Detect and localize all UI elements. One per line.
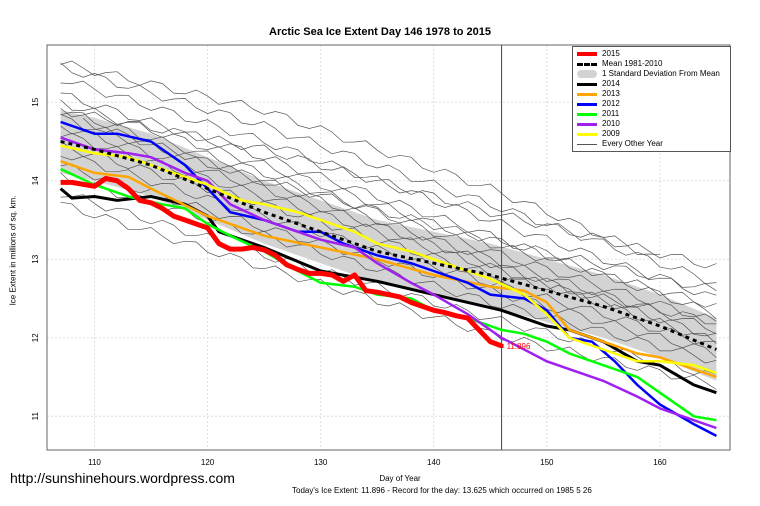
- watermark-url: http://sunshinehours.wordpress.com: [10, 470, 235, 486]
- y-tick-label: 14: [31, 176, 40, 185]
- x-tick-label: 140: [427, 458, 441, 467]
- other-year-line: [60, 201, 717, 390]
- x-tick-label: 150: [540, 458, 554, 467]
- legend-label: 1 Standard Deviation From Mean: [602, 69, 720, 78]
- x-tick-label: 160: [653, 458, 667, 467]
- other-year-line: [60, 172, 717, 364]
- legend-label: 2011: [602, 109, 620, 118]
- other-year-line: [60, 80, 717, 296]
- other-year-line: [60, 108, 717, 269]
- legend-label: 2015: [602, 49, 620, 58]
- series-line-2015: [60, 175, 503, 349]
- y-axis-label: Ice Extent in millions of sq. km.: [8, 195, 18, 306]
- other-year-line: [60, 62, 717, 284]
- series-line-2010: [60, 136, 717, 430]
- legend-label: Mean 1981-2010: [602, 59, 663, 68]
- other-year-line: [60, 155, 717, 345]
- legend-item-2011: 2011: [577, 109, 730, 119]
- legend-item-2015: 2015: [577, 49, 730, 59]
- legend-label: 2009: [602, 129, 620, 138]
- other-year-line: [60, 99, 717, 308]
- series-line-2014: [59, 187, 717, 395]
- other-year-line: [60, 60, 660, 256]
- legend: 2015 Mean 1981-2010 1 Standard Deviation…: [572, 46, 731, 152]
- other-year-line: [60, 125, 717, 337]
- other-year-line: [60, 140, 717, 325]
- series-line-2009: [60, 144, 717, 375]
- legend-label: 2012: [602, 99, 620, 108]
- legend-item-2009: 2009: [577, 129, 730, 139]
- end-value-label: 11.896: [507, 342, 531, 351]
- other-year-line: [60, 111, 717, 322]
- mean-line: [60, 140, 717, 351]
- x-tick-label: 110: [88, 458, 101, 467]
- y-tick-label: 12: [31, 333, 40, 342]
- legend-label: 2013: [602, 89, 620, 98]
- end-point-marker: [499, 343, 504, 348]
- series-line-2012: [60, 120, 717, 438]
- other-year-line: [82, 117, 717, 291]
- legend-item-2013: 2013: [577, 89, 730, 99]
- legend-item-std: 1 Standard Deviation From Mean: [577, 69, 730, 79]
- x-tick-label: 120: [201, 458, 215, 467]
- legend-item-2012: 2012: [577, 99, 730, 109]
- legend-item-other: Every Other Year: [577, 139, 730, 149]
- x-tick-label: 130: [314, 458, 328, 467]
- y-tick-label: 15: [31, 97, 40, 106]
- plot-frame: [46, 44, 731, 451]
- legend-label: 2014: [602, 79, 620, 88]
- other-year-line: [60, 133, 717, 344]
- legend-item-2010: 2010: [577, 119, 730, 129]
- footer-text: Today's Ice Extent: 11.896 - Record for …: [292, 486, 592, 495]
- y-tick-label: 11: [31, 412, 40, 421]
- legend-label: 2010: [602, 119, 620, 128]
- x-axis-label: Day of Year: [379, 474, 421, 483]
- legend-item-mean: Mean 1981-2010: [577, 59, 730, 69]
- y-tick-label: 13: [31, 254, 40, 263]
- legend-item-2014: 2014: [577, 79, 730, 89]
- legend-label: Every Other Year: [602, 139, 663, 148]
- chart-title: Arctic Sea Ice Extent Day 146 1978 to 20…: [269, 26, 491, 38]
